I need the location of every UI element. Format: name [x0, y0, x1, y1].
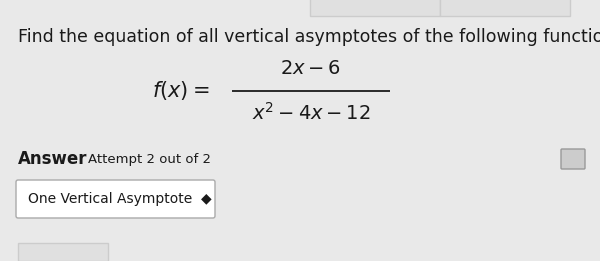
Bar — [18, 243, 108, 261]
Bar — [440, 0, 570, 16]
Text: Find the equation of all vertical asymptotes of the following function.: Find the equation of all vertical asympt… — [18, 28, 600, 46]
Text: $x^2 - 4x - 12$: $x^2 - 4x - 12$ — [251, 102, 370, 124]
Text: One Vertical Asymptote  ◆: One Vertical Asymptote ◆ — [28, 192, 212, 206]
Text: Answer: Answer — [18, 150, 88, 168]
Text: $f(x) =$: $f(x) =$ — [152, 80, 209, 103]
FancyBboxPatch shape — [16, 180, 215, 218]
FancyBboxPatch shape — [561, 149, 585, 169]
Text: Attempt 2 out of 2: Attempt 2 out of 2 — [88, 152, 211, 165]
Text: $2x - 6$: $2x - 6$ — [280, 60, 341, 78]
Bar — [310, 0, 440, 16]
